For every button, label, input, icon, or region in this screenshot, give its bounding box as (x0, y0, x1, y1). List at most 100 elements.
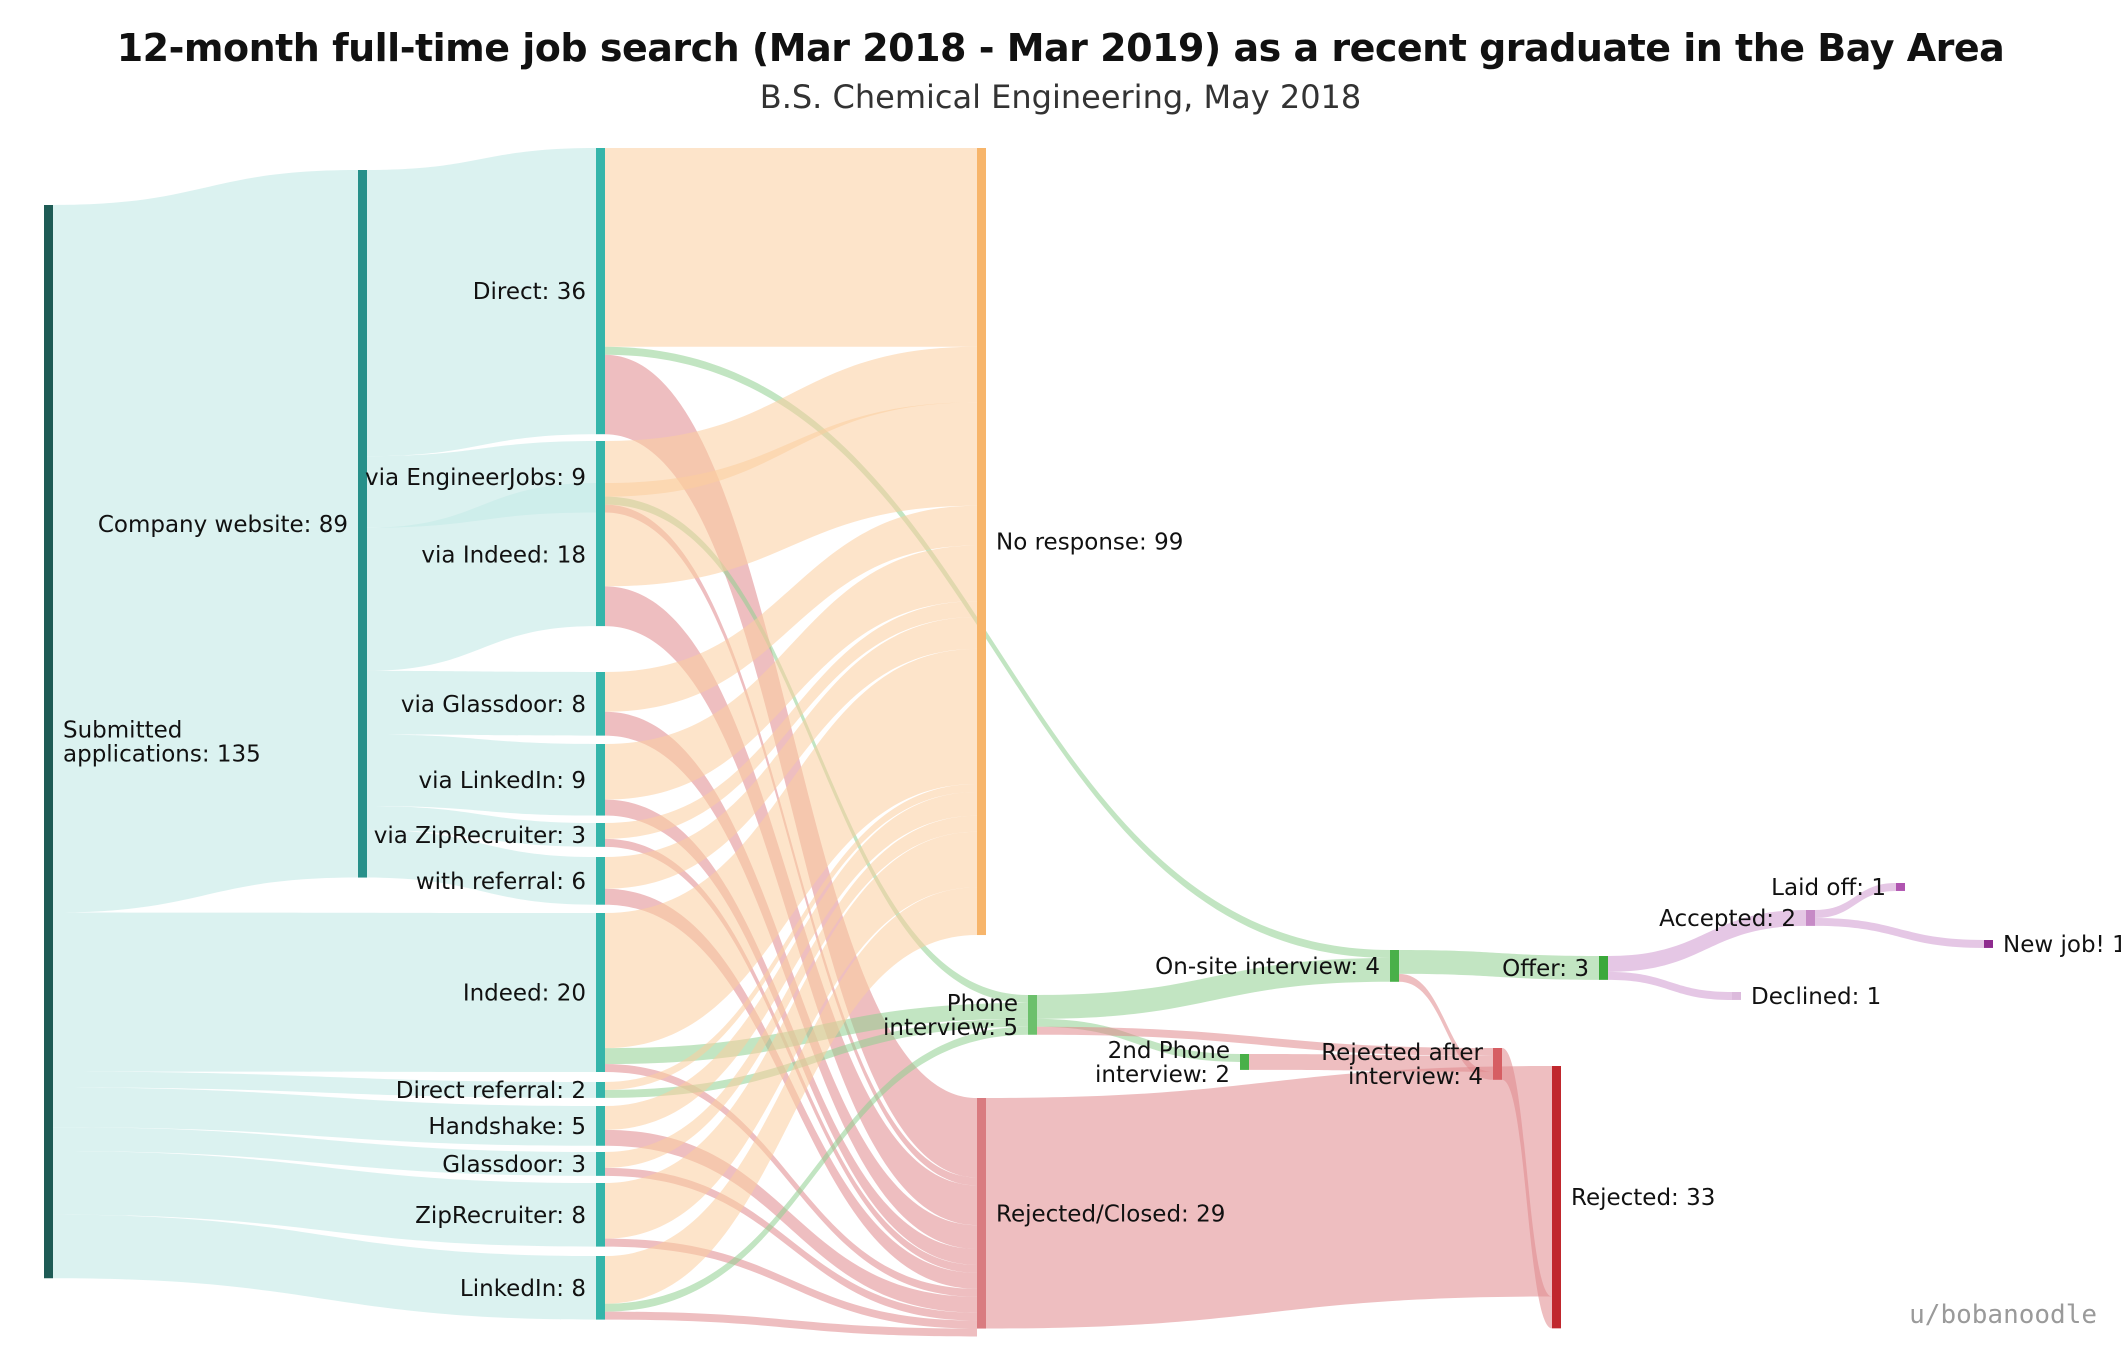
node-rejclosed (977, 1098, 986, 1329)
node-label-line: On-site interview: 4 (1155, 954, 1380, 980)
link-vglass-to-nores (605, 505, 977, 712)
node-label-line: via Indeed: 18 (421, 543, 586, 569)
node-label-line: via EngineerJobs: 9 (365, 465, 586, 491)
node-vindeed (596, 483, 605, 627)
node-label-submitted: Submitted applications: 135 (63, 718, 261, 768)
link-accepted-to-laidoff (1815, 883, 1896, 918)
node-label-line: via Glassdoor: 8 (401, 692, 586, 718)
node-label-nores: No response: 99 (996, 530, 1183, 556)
link-submitted-to-linked (53, 1214, 596, 1320)
link-phone2-to-rejafter (1249, 1054, 1493, 1072)
node-label-line: No response: 99 (996, 530, 1183, 556)
node-glass (596, 1152, 605, 1176)
node-label-offer: Offer: 3 (1502, 956, 1589, 982)
node-label-phone2: 2nd Phone interview: 2 (1095, 1038, 1230, 1088)
node-label-line: Handshake: 5 (428, 1114, 586, 1140)
node-label-direct: Direct: 36 (473, 279, 586, 305)
link-linked-to-phone (605, 1026, 1028, 1312)
link-linked-to-rejclosed (605, 1311, 977, 1337)
node-rejected (1552, 1066, 1561, 1329)
link-submitted-to-indeed (53, 912, 596, 1072)
link-direct-to-nores (605, 148, 977, 347)
node-label-line: New job! 1 (2003, 932, 2121, 958)
node-submitted (44, 205, 53, 1279)
link-offer-to-accepted (1608, 910, 1806, 972)
link-submitted-to-dref (53, 1071, 596, 1098)
author-credit: u/bobanoodle (1909, 1300, 2097, 1330)
node-declined (1732, 992, 1741, 1000)
link-rejafter-to-rejected (1502, 1048, 1552, 1329)
node-label-line: Rejected after (1321, 1040, 1483, 1066)
link-offer-to-declined (1608, 971, 1732, 1000)
node-label-line: LinkedIn: 8 (460, 1276, 586, 1302)
node-label-line: 2nd Phone (1108, 1038, 1230, 1064)
node-vglass (596, 672, 605, 736)
chart-title: 12-month full-time job search (Mar 2018 … (116, 26, 2005, 70)
node-label-phone: Phone interview: 5 (883, 991, 1018, 1041)
node-label-vzip: via ZipRecruiter: 3 (374, 823, 586, 849)
node-label-line: via ZipRecruiter: 3 (374, 823, 586, 849)
node-label-indeed: Indeed: 20 (463, 981, 586, 1007)
node-phone2 (1240, 1054, 1249, 1070)
link-company-to-vzip (367, 806, 596, 847)
node-label-company: Company website: 89 (98, 512, 348, 538)
node-label-line: Direct referral: 2 (396, 1078, 586, 1104)
node-label-newjob: New job! 1 (2003, 932, 2121, 958)
link-glass-to-rejclosed (605, 1167, 977, 1321)
link-submitted-to-company (53, 170, 358, 913)
link-direct-to-onsite (605, 346, 1390, 958)
node-label-vindeed: via Indeed: 18 (421, 543, 586, 569)
node-label-line: via LinkedIn: 9 (419, 768, 587, 794)
node-hand (596, 1106, 605, 1146)
node-dref (596, 1082, 605, 1098)
node-label-line: Phone (947, 991, 1018, 1017)
node-label-vlinked: via LinkedIn: 9 (419, 768, 587, 794)
node-label-line: Submitted (63, 718, 182, 744)
node-label-line: Direct: 36 (473, 279, 586, 305)
link-company-to-referral (367, 829, 596, 905)
link-phone-to-rejafter (1037, 1026, 1493, 1056)
node-company (358, 170, 367, 878)
node-label-glass: Glassdoor: 3 (442, 1152, 586, 1178)
node-label-line: Offer: 3 (1502, 956, 1589, 982)
node-label-line: Rejected: 33 (1571, 1185, 1715, 1211)
node-phone (1028, 995, 1037, 1035)
node-label-engjobs: via EngineerJobs: 9 (365, 465, 586, 491)
node-label-linked: LinkedIn: 8 (460, 1276, 586, 1302)
node-rejafter (1493, 1048, 1502, 1080)
link-accepted-to-newjob (1815, 917, 1984, 948)
node-label-line: Accepted: 2 (1659, 906, 1796, 932)
link-glass-to-nores (605, 815, 977, 1168)
link-company-to-direct (367, 148, 596, 457)
node-label-line: interview: 5 (883, 1015, 1018, 1041)
node-accepted (1806, 910, 1815, 926)
node-label-line: Laid off: 1 (1771, 875, 1886, 901)
node-label-onsite: On-site interview: 4 (1155, 954, 1380, 980)
node-offer (1599, 956, 1608, 980)
link-vglass-to-rejclosed (605, 711, 977, 1250)
node-label-line: interview: 2 (1095, 1062, 1230, 1088)
node-label-line: Company website: 89 (98, 512, 348, 538)
node-label-line: ZipRecruiter: 8 (415, 1203, 586, 1229)
link-submitted-to-hand (53, 1087, 596, 1146)
node-zip (596, 1183, 605, 1247)
label-layer: Submitted applications: 135 Company websit… (63, 279, 2121, 1302)
node-label-accepted: Accepted: 2 (1659, 906, 1796, 932)
node-engjobs (596, 441, 605, 513)
node-laidoff (1896, 883, 1905, 891)
node-indeed (596, 913, 605, 1072)
link-company-to-vlinked (367, 734, 596, 816)
link-onsite-to-offer (1399, 950, 1599, 980)
node-vlinked (596, 744, 605, 816)
node-label-line: Indeed: 20 (463, 981, 586, 1007)
node-label-rejclosed: Rejected/Closed: 29 (996, 1201, 1225, 1227)
node-label-line: Declined: 1 (1751, 984, 1881, 1010)
link-referral-to-nores (605, 617, 977, 889)
link-submitted-to-zip (53, 1151, 596, 1247)
node-label-laidoff: Laid off: 1 (1771, 875, 1886, 901)
node-label-dref: Direct referral: 2 (396, 1078, 586, 1104)
node-layer (44, 148, 1993, 1329)
node-label-line: with referral: 6 (416, 869, 586, 895)
